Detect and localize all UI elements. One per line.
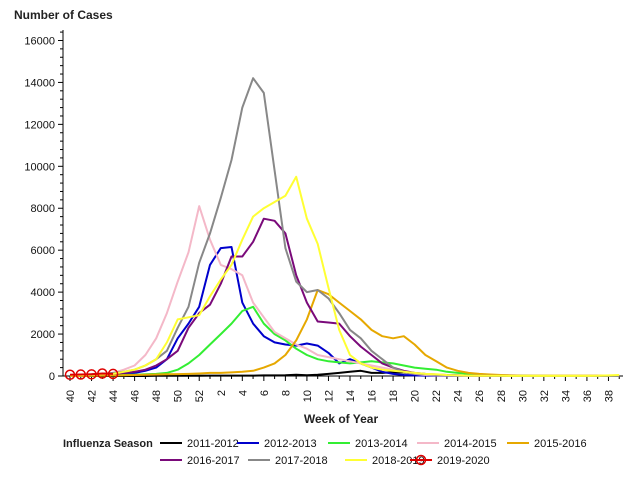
x-tick-label: 12	[323, 390, 335, 402]
legend-item: 2016-2017	[160, 455, 240, 467]
x-axis-title: Week of Year	[304, 412, 379, 426]
data-point-2019-2020	[107, 368, 119, 380]
series-line-2012-2013	[69, 246, 620, 377]
legend-label: 2019-2020	[437, 455, 490, 467]
legend-item: 2011-2012	[160, 438, 239, 450]
legend-label: 2017-2018	[275, 455, 328, 467]
y-tick-label: 4000	[31, 287, 55, 299]
y-tick-label: 10000	[24, 161, 55, 173]
legend-item: 2019-2020	[410, 454, 490, 467]
x-tick-label: 46	[130, 390, 142, 402]
x-tick-label: 44	[108, 390, 120, 402]
x-tick-label: 48	[151, 390, 163, 402]
legend-label: 2012-2013	[264, 438, 317, 450]
x-tick-label: 10	[302, 390, 314, 402]
x-tick-label: 28	[496, 390, 508, 402]
x-tick-label: 18	[388, 390, 400, 402]
x-tick-label: 42	[87, 390, 99, 402]
legend-item: 2014-2015	[417, 438, 497, 450]
x-tick-label: 14	[345, 390, 357, 402]
data-point-2019-2020	[75, 369, 87, 380]
x-tick-label: 22	[431, 390, 443, 402]
x-tick-label: 34	[560, 390, 572, 402]
legend-item: 2012-2013	[237, 438, 317, 450]
y-tick-label: 12000	[24, 119, 55, 131]
legend-label: 2013-2014	[355, 438, 408, 450]
data-point-2019-2020	[64, 369, 76, 380]
legend-label: 2018-2019	[372, 455, 425, 467]
legend-label: 2015-2016	[534, 438, 587, 450]
x-tick-label: 30	[517, 390, 529, 402]
y-tick-label: 0	[49, 371, 55, 383]
x-tick-label: 50	[173, 390, 185, 402]
series-line-2018-2019	[69, 175, 620, 377]
x-tick-label: 38	[603, 390, 615, 402]
legend-item: 2013-2014	[328, 438, 408, 450]
x-tick-label: 24	[453, 390, 465, 402]
y-tick-label: 16000	[24, 35, 55, 47]
data-point-2019-2020	[97, 368, 108, 379]
x-axis: 40 42 44 46 48 50 52 2 4 6 8 10 12 14 16 18 20 22 24 26 28 30…	[63, 375, 623, 402]
plot-area	[64, 77, 620, 380]
data-point-2019-2020	[86, 369, 97, 380]
y-tick-label: 8000	[31, 203, 55, 215]
x-tick-label: 8	[280, 390, 292, 396]
x-tick-label: 52	[194, 390, 206, 402]
x-tick-label: 4	[237, 390, 249, 396]
legend-label: 2014-2015	[444, 438, 497, 450]
legend-item: 2017-2018	[248, 455, 328, 467]
legend-label: 2016-2017	[187, 455, 240, 467]
x-tick-label: 26	[474, 390, 486, 402]
legend: Influenza Season 2011-2012 2012-2013 2013-…	[63, 438, 587, 467]
y-axis: 0 2000 4000 6000 8000 10000 12000 14000 16000	[24, 30, 64, 383]
series-line-2019-2020	[69, 372, 114, 376]
y-axis-title: Number of Cases	[14, 8, 113, 22]
x-tick-label: 16	[367, 390, 379, 402]
series-line-2014-2015	[69, 205, 620, 377]
legend-item: 2018-2019	[345, 455, 425, 467]
x-tick-label: 2	[216, 390, 228, 396]
y-tick-label: 2000	[31, 329, 55, 341]
x-tick-label: 40	[65, 390, 77, 402]
y-tick-label: 6000	[31, 245, 55, 257]
legend-label: 2011-2012	[187, 438, 239, 450]
x-tick-label: 36	[582, 390, 594, 402]
legend-marker	[415, 454, 427, 466]
legend-title: Influenza Season	[63, 438, 153, 450]
series-line-2016-2017	[69, 217, 620, 377]
y-tick-label: 14000	[24, 77, 55, 89]
x-tick-label: 6	[259, 390, 271, 396]
x-tick-label: 32	[539, 390, 551, 402]
x-tick-label: 20	[410, 390, 422, 402]
legend-item: 2015-2016	[507, 438, 587, 450]
